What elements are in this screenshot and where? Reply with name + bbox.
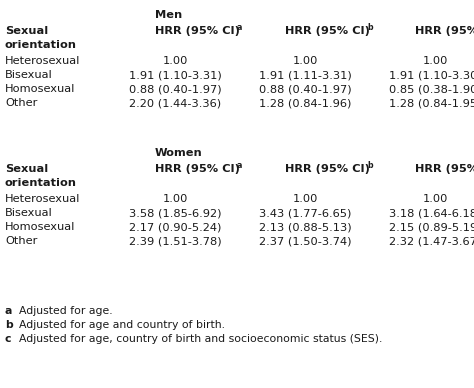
Text: Bisexual: Bisexual — [5, 208, 53, 218]
Text: Bisexual: Bisexual — [5, 70, 53, 80]
Text: 2.17 (0.90-5.24): 2.17 (0.90-5.24) — [129, 222, 221, 232]
Text: HRR (95% CI): HRR (95% CI) — [155, 26, 240, 36]
Text: 2.32 (1.47-3.67): 2.32 (1.47-3.67) — [389, 236, 474, 246]
Text: 1.00: 1.00 — [162, 194, 188, 204]
Text: 1.28 (0.84-1.95): 1.28 (0.84-1.95) — [389, 98, 474, 108]
Text: Other: Other — [5, 236, 37, 246]
Text: 1.91 (1.10-3.30): 1.91 (1.10-3.30) — [389, 70, 474, 80]
Text: orientation: orientation — [5, 178, 77, 188]
Text: 1.91 (1.11-3.31): 1.91 (1.11-3.31) — [259, 70, 351, 80]
Text: a: a — [237, 23, 242, 32]
Text: Adjusted for age.: Adjusted for age. — [19, 306, 113, 316]
Text: HRR (95% CI): HRR (95% CI) — [155, 164, 240, 174]
Text: 1.00: 1.00 — [292, 194, 318, 204]
Text: Heterosexual: Heterosexual — [5, 194, 81, 204]
Text: Heterosexual: Heterosexual — [5, 56, 81, 66]
Text: HRR (95% CI): HRR (95% CI) — [285, 164, 370, 174]
Text: 3.18 (1.64-6.18): 3.18 (1.64-6.18) — [389, 208, 474, 218]
Text: Sexual: Sexual — [5, 26, 48, 36]
Text: HRR (95% CI): HRR (95% CI) — [285, 26, 370, 36]
Text: HRR (95% CI): HRR (95% CI) — [415, 164, 474, 174]
Text: Homosexual: Homosexual — [5, 84, 75, 94]
Text: 0.88 (0.40-1.97): 0.88 (0.40-1.97) — [128, 84, 221, 94]
Text: 2.37 (1.50-3.74): 2.37 (1.50-3.74) — [259, 236, 351, 246]
Text: Adjusted for age and country of birth.: Adjusted for age and country of birth. — [19, 320, 225, 330]
Text: b: b — [367, 23, 373, 32]
Text: b: b — [5, 320, 13, 330]
Text: 2.39 (1.51-3.78): 2.39 (1.51-3.78) — [128, 236, 221, 246]
Text: a: a — [237, 161, 242, 170]
Text: 1.91 (1.10-3.31): 1.91 (1.10-3.31) — [128, 70, 221, 80]
Text: Adjusted for age, country of birth and socioeconomic status (SES).: Adjusted for age, country of birth and s… — [19, 334, 383, 344]
Text: 1.00: 1.00 — [162, 56, 188, 66]
Text: 1.00: 1.00 — [422, 56, 447, 66]
Text: 2.13 (0.88-5.13): 2.13 (0.88-5.13) — [259, 222, 351, 232]
Text: b: b — [367, 161, 373, 170]
Text: c: c — [5, 334, 11, 344]
Text: orientation: orientation — [5, 40, 77, 50]
Text: 1.00: 1.00 — [292, 56, 318, 66]
Text: 3.58 (1.85-6.92): 3.58 (1.85-6.92) — [129, 208, 221, 218]
Text: HRR (95% CI): HRR (95% CI) — [415, 26, 474, 36]
Text: 3.43 (1.77-6.65): 3.43 (1.77-6.65) — [259, 208, 351, 218]
Text: Other: Other — [5, 98, 37, 108]
Text: 1.00: 1.00 — [422, 194, 447, 204]
Text: Homosexual: Homosexual — [5, 222, 75, 232]
Text: Women: Women — [155, 148, 203, 158]
Text: 0.88 (0.40-1.97): 0.88 (0.40-1.97) — [259, 84, 351, 94]
Text: Sexual: Sexual — [5, 164, 48, 174]
Text: a: a — [5, 306, 12, 316]
Text: Men: Men — [155, 10, 182, 20]
Text: 2.20 (1.44-3.36): 2.20 (1.44-3.36) — [129, 98, 221, 108]
Text: 0.85 (0.38-1.90): 0.85 (0.38-1.90) — [389, 84, 474, 94]
Text: 2.15 (0.89-5.19): 2.15 (0.89-5.19) — [389, 222, 474, 232]
Text: 1.28 (0.84-1.96): 1.28 (0.84-1.96) — [259, 98, 351, 108]
